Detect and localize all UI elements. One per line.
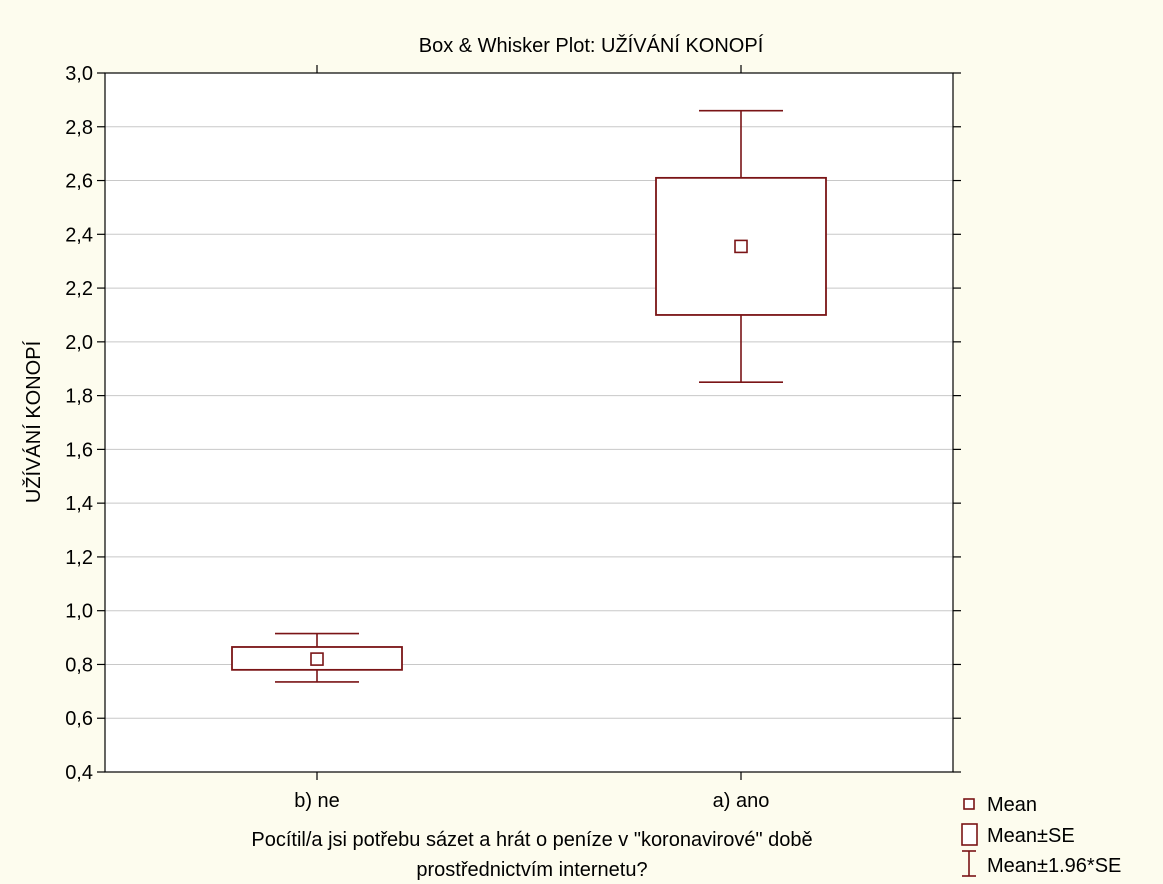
y-tick-label: 2,0 (65, 332, 93, 354)
y-axis-label: UŽÍVÁNÍ KONOPÍ (22, 340, 45, 503)
x-tick-label: a) ano (713, 790, 770, 812)
box-group-2 (655, 109, 827, 383)
y-tick-label: 1,4 (65, 493, 93, 515)
legend-ci-icon (962, 850, 976, 877)
y-tick-label: 2,4 (65, 224, 93, 246)
legend-se-icon (961, 823, 978, 846)
y-tick-label: 0,4 (65, 762, 93, 784)
y-tick-label: 1,6 (65, 439, 93, 461)
box-group-1 (231, 632, 403, 683)
legend-mean-label: Mean (987, 794, 1037, 816)
chart-title: Box & Whisker Plot: UŽÍVÁNÍ KONOPÍ (419, 34, 764, 57)
y-tick-label: 0,8 (65, 654, 93, 676)
legend: Mean Mean±SE Mean±1.96*SE (961, 794, 1121, 877)
mean-marker (734, 239, 748, 254)
x-axis-label-line-1: Pocítil/a jsi potřebu sázet a hrát o pen… (251, 829, 812, 851)
y-tick-label: 2,2 (65, 278, 93, 300)
y-tick-label: 3,0 (65, 63, 93, 85)
legend-mean-icon (963, 798, 975, 810)
box-marks (231, 109, 827, 683)
mean-marker (310, 652, 324, 666)
x-tick-label: b) ne (294, 790, 340, 812)
plot-frame (104, 72, 954, 773)
legend-ci-label: Mean±1.96*SE (987, 855, 1121, 877)
y-tick-label: 1,2 (65, 547, 93, 569)
x-axis-label-line-2: prostřednictvím internetu? (416, 859, 647, 881)
y-tick-label: 2,8 (65, 117, 93, 139)
y-tick-label: 1,8 (65, 386, 93, 408)
y-tick-label: 2,6 (65, 171, 93, 193)
legend-se-label: Mean±SE (987, 825, 1075, 847)
y-tick-label: 1,0 (65, 601, 93, 623)
axis-ticks: 0,4 0,6 0,8 1,0 1,2 1,4 1,6 1,8 2,0 2,2 2,4 2,6 2,8 3… (65, 63, 961, 812)
y-tick-label: 0,6 (65, 708, 93, 730)
